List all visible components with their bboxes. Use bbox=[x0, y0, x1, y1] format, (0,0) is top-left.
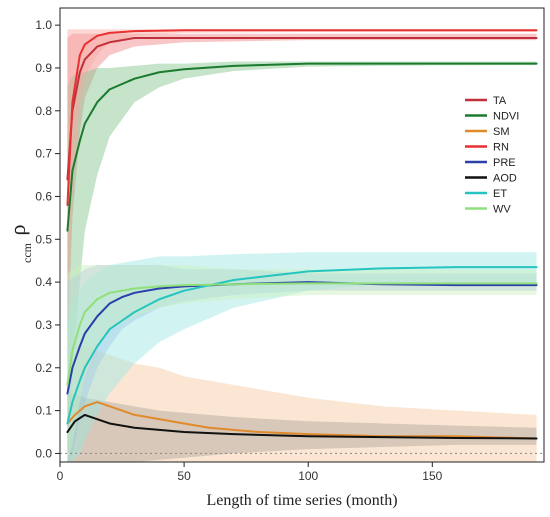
x-tick-label: 100 bbox=[298, 469, 318, 483]
series-line-wv bbox=[66, 282, 538, 386]
x-axis: 0 50 100 150 bbox=[57, 462, 443, 483]
legend-label-pre: PRE bbox=[493, 157, 516, 169]
x-tick-label: 50 bbox=[177, 469, 191, 483]
x-tick-label: 0 bbox=[57, 469, 64, 483]
series-line-aod bbox=[66, 413, 538, 440]
series-line-rn bbox=[66, 29, 538, 207]
y-tick-label: 0.4 bbox=[35, 275, 52, 289]
x-axis-title: Length of time series (month) bbox=[206, 492, 397, 509]
series-lines bbox=[66, 29, 538, 440]
band-ndvi bbox=[67, 61, 537, 454]
y-tick-label: 0.9 bbox=[35, 61, 52, 75]
y-tick-label: 1.0 bbox=[35, 18, 52, 32]
y-tick-label: 0.7 bbox=[35, 147, 52, 161]
legend-label-sm: SM bbox=[493, 126, 510, 138]
legend: TA NDVI SM RN PRE AOD ET WV bbox=[465, 95, 519, 216]
y-axis: 0.0 0.1 0.2 0.3 0.4 0.5 0.6 0.7 0.8 0.9 1.0 bbox=[35, 18, 60, 460]
legend-label-et: ET bbox=[493, 188, 507, 200]
y-tick-label: 0.0 bbox=[35, 446, 52, 460]
band-aod bbox=[67, 393, 537, 462]
series-line-ta bbox=[66, 36, 538, 181]
series-line-ndvi bbox=[66, 62, 538, 232]
y-tick-label: 0.1 bbox=[35, 404, 52, 418]
legend-label-ta: TA bbox=[493, 95, 507, 107]
legend-label-aod: AOD bbox=[493, 173, 517, 185]
band-sm bbox=[67, 333, 537, 462]
series-line-sm bbox=[66, 401, 538, 440]
plot-frame bbox=[59, 7, 545, 463]
legend-label-wv: WV bbox=[493, 204, 511, 216]
y-tick-label: 0.6 bbox=[35, 189, 52, 203]
y-tick-label: 0.8 bbox=[35, 104, 52, 118]
band-et bbox=[67, 252, 537, 462]
legend-label-rn: RN bbox=[493, 142, 509, 154]
x-tick-label: 150 bbox=[422, 469, 442, 483]
y-tick-label: 0.2 bbox=[35, 361, 52, 375]
y-tick-label: 0.3 bbox=[35, 318, 52, 332]
y-axis-title-main: ρ bbox=[5, 224, 30, 235]
legend-label-ndvi: NDVI bbox=[493, 111, 519, 123]
y-tick-label: 0.5 bbox=[35, 232, 52, 246]
y-axis-title-subscript: ccm bbox=[20, 242, 34, 263]
confidence-bands bbox=[67, 29, 537, 462]
y-axis-title: ρ ccm bbox=[5, 224, 34, 263]
series-line-et bbox=[66, 266, 538, 425]
